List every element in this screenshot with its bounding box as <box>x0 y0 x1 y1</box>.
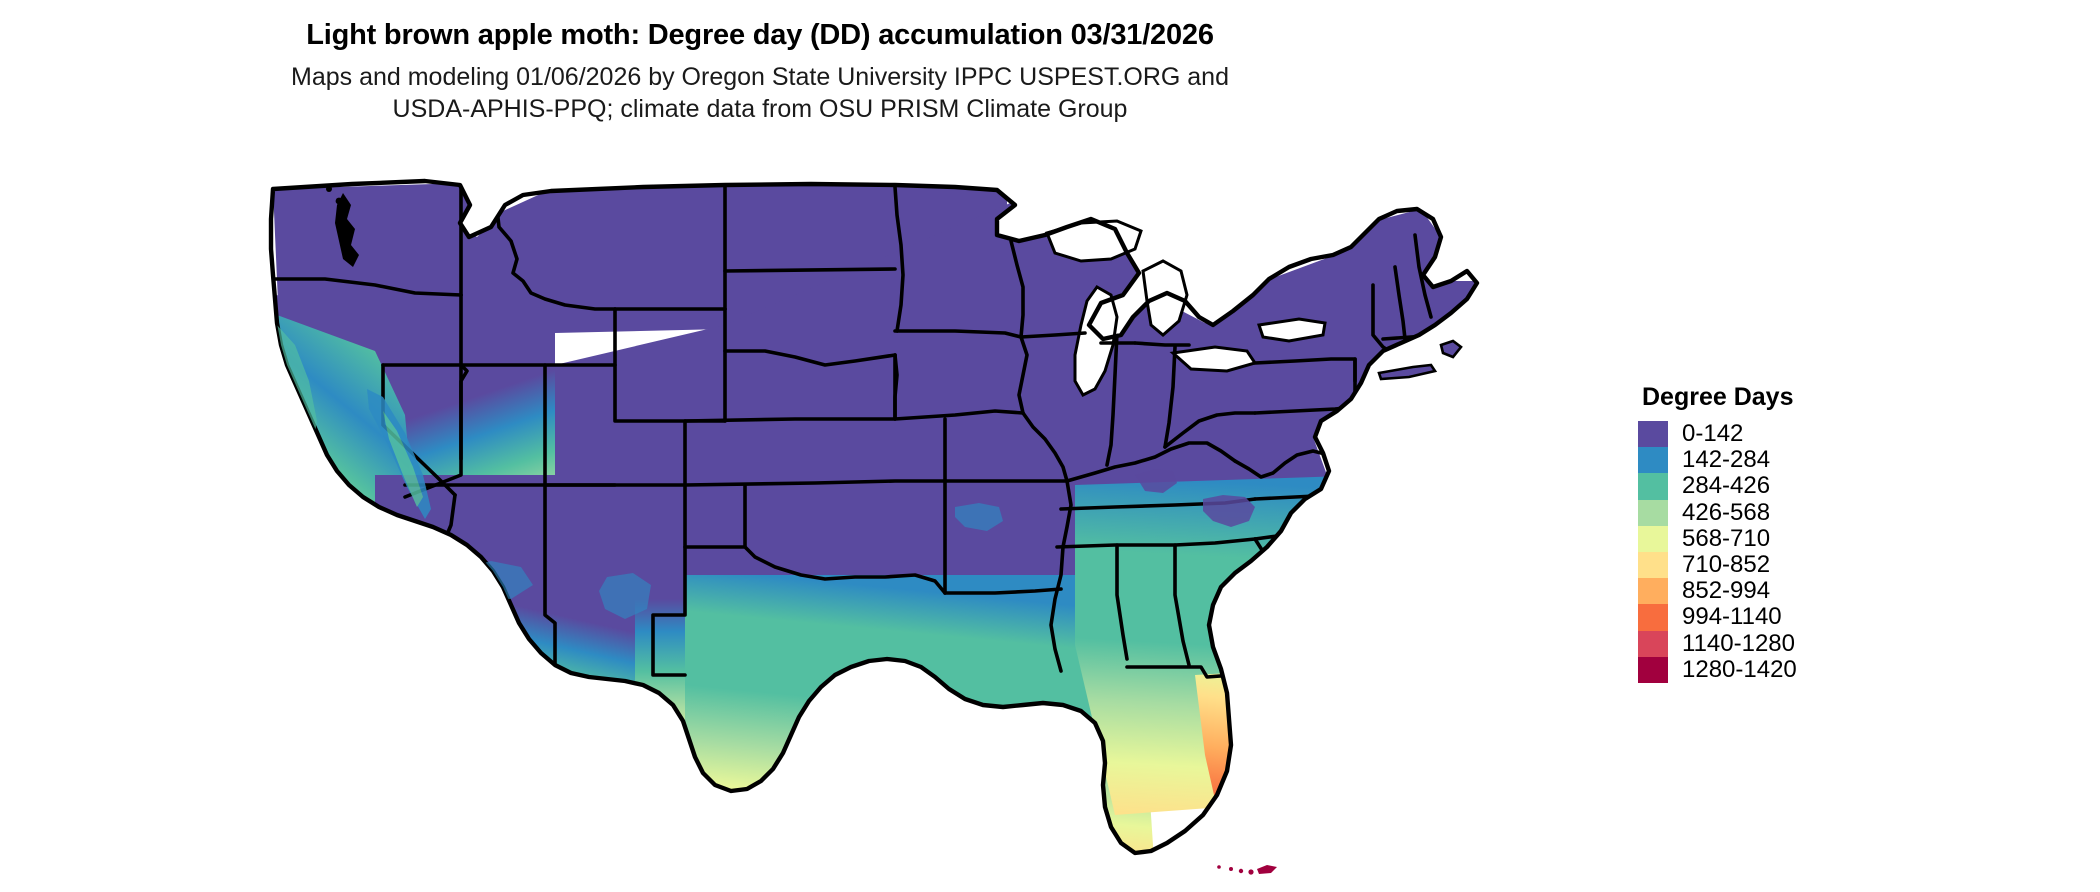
legend-item-label: 0-142 <box>1682 420 1744 448</box>
legend-item: 994-1140 <box>1638 603 1978 631</box>
map-legend: Degree Days 0-142 142-284 284-426 426-568 56… <box>1638 383 1978 683</box>
border-wv-pa <box>1163 411 1257 449</box>
border-ne-ks <box>683 417 897 423</box>
choropleth-map <box>255 175 1615 875</box>
border-nh-me <box>1413 233 1433 319</box>
great-lakes-layer <box>1044 219 1327 397</box>
terrain-appalachian <box>1203 495 1255 527</box>
page-title: Light brown apple moth: Degree day (DD) … <box>306 19 1214 51</box>
legend-item: 1140-1280 <box>1638 629 1978 657</box>
border-mi-oh <box>1133 341 1191 347</box>
cape-cod <box>1439 339 1463 359</box>
key-dot-3 <box>1229 867 1233 871</box>
san-juan-island <box>326 186 332 192</box>
florida-keys-layer <box>1217 865 1277 875</box>
us-degree-day-map-svg <box>255 175 1615 875</box>
puget-sound-layer <box>326 186 359 267</box>
legend-item: 710-852 <box>1638 551 1978 579</box>
lake-michigan <box>1073 285 1119 397</box>
legend-item-label: 568-710 <box>1682 524 1771 552</box>
legend-item-label: 284-426 <box>1682 472 1771 500</box>
border-ok-tx <box>683 545 947 595</box>
legend-item: 284-426 <box>1638 472 1978 500</box>
subtitle-line-1: Maps and modeling 01/06/2026 by Oregon S… <box>291 63 1229 91</box>
legend-color-swatch <box>1638 499 1668 526</box>
legend-title: Degree Days <box>1642 383 1794 411</box>
legend-item: 568-710 <box>1638 524 1978 552</box>
key-dot-4 <box>1217 865 1221 869</box>
lake-huron <box>1141 259 1189 337</box>
border-ks-ok <box>683 479 947 487</box>
legend-color-swatch <box>1638 421 1668 448</box>
border-ms-al <box>1115 543 1129 661</box>
legend-item-label: 1280-1420 <box>1682 655 1797 683</box>
legend-item: 852-994 <box>1638 577 1978 605</box>
legend-item-label: 994-1140 <box>1682 603 1782 631</box>
page-subtitle: Maps and modeling 01/06/2026 by Oregon S… <box>0 61 1520 125</box>
border-mo-il <box>1021 411 1069 483</box>
coastal-islands-layer <box>1377 339 1463 381</box>
outside-mask-layer <box>255 175 1615 875</box>
key-dot-2 <box>1238 868 1244 874</box>
border-nd-sd <box>723 267 897 273</box>
long-island <box>1377 363 1438 381</box>
border-ar-la <box>943 587 1063 595</box>
legend-color-swatch <box>1638 656 1668 683</box>
border-ia-il <box>1017 335 1029 415</box>
legend-item: 0-142 <box>1638 420 1978 448</box>
legend-color-swatch <box>1638 551 1668 579</box>
border-la-ms <box>1049 479 1073 673</box>
border-nm-tx <box>651 483 687 677</box>
lake-ontario <box>1257 317 1327 343</box>
subtitle-line-2: USDA-APHIS-PPQ; climate data from OSU PR… <box>392 95 1128 123</box>
legend-item-label: 1140-1280 <box>1682 629 1795 657</box>
border-wa-or <box>271 277 463 297</box>
whidbey-island <box>335 197 343 205</box>
legend-color-swatch <box>1638 447 1668 474</box>
keys-chain <box>1257 865 1277 874</box>
border-id-mt <box>493 189 617 311</box>
border-il-in <box>1105 331 1119 467</box>
border-az-nm <box>543 483 557 669</box>
mask-outside-conus <box>255 175 1615 875</box>
terrain-trans-pecos <box>599 573 651 619</box>
conus-outline <box>268 178 1480 856</box>
legend-items: 0-142 142-284 284-426 426-568 568-710 710-852… <box>1638 421 1978 683</box>
border-sd-ne <box>723 349 897 367</box>
border-ia-mn <box>893 329 1023 339</box>
legend-color-swatch <box>1638 630 1668 657</box>
terrain-ozarks <box>955 503 1003 531</box>
border-vt-nh <box>1393 265 1407 341</box>
title-block: Light brown apple moth: Degree day (DD) … <box>0 18 1520 125</box>
legend-item: 1280-1420 <box>1638 655 1978 683</box>
border-al-ga <box>1173 543 1191 667</box>
legend-item-label: 852-994 <box>1682 577 1771 605</box>
legend-color-swatch <box>1638 473 1668 500</box>
terrain-appalachian-north <box>1135 469 1177 493</box>
legend-color-swatch <box>1638 525 1668 552</box>
border-wi-il <box>1019 331 1087 339</box>
border-mn-dakotas <box>893 185 905 333</box>
legend-item-label: 426-568 <box>1682 498 1771 526</box>
border-ne-ia <box>893 353 899 421</box>
puget-sound <box>335 193 359 267</box>
legend-item: 142-284 <box>1638 446 1978 474</box>
legend-color-swatch <box>1638 578 1668 605</box>
legend-color-swatch <box>1638 604 1668 631</box>
border-oh-ky <box>1065 441 1237 483</box>
border-va-wv <box>1233 449 1331 479</box>
legend-item: 426-568 <box>1638 498 1978 526</box>
legend-item-label: 142-284 <box>1682 446 1771 474</box>
border-in-oh <box>1163 345 1177 449</box>
key-dot-1 <box>1248 869 1254 875</box>
legend-item-label: 710-852 <box>1682 551 1771 579</box>
terrain-sierra-core <box>383 411 423 507</box>
